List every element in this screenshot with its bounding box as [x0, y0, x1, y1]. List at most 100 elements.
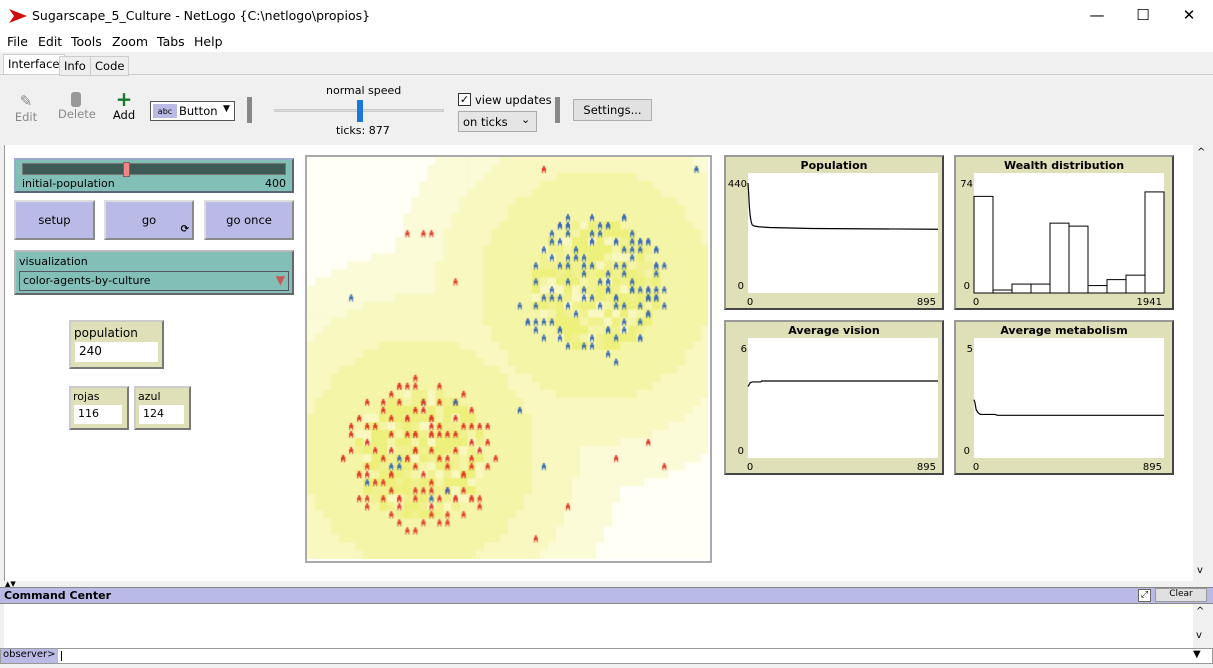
y-tick-min: 0	[738, 281, 744, 292]
command-output: ^ v	[4, 604, 1204, 648]
monitor-value: 116	[74, 405, 122, 424]
view-updates-checkbox[interactable]: ✓	[458, 93, 471, 106]
histogram-bar	[973, 195, 994, 294]
menu-tools[interactable]: Tools	[71, 34, 102, 49]
settings-button[interactable]: Settings...	[573, 99, 652, 121]
monitor-value: 240	[75, 342, 158, 362]
x-tick-min: 0	[747, 297, 753, 308]
series-line	[973, 399, 1164, 416]
expand-icon[interactable]: ⤢	[1138, 589, 1151, 602]
plot-area	[974, 338, 1164, 458]
observer-prompt[interactable]: observer>	[1, 649, 58, 663]
tab-interface[interactable]: Interface	[3, 54, 65, 74]
command-center-title: Command Center	[4, 589, 112, 602]
scroll-up-icon[interactable]: ^	[1196, 606, 1205, 617]
initial-population-slider[interactable]: initial-population 400	[14, 158, 294, 193]
clear-button[interactable]: Clear	[1155, 588, 1207, 602]
tab-code[interactable]: Code	[90, 56, 130, 76]
close-button[interactable]: ✕	[1182, 6, 1196, 24]
speed-slider-thumb[interactable]	[357, 100, 363, 122]
menu-tabs[interactable]: Tabs	[157, 34, 185, 49]
go-label: go	[141, 213, 157, 227]
menu-zoom[interactable]: Zoom	[112, 34, 149, 49]
widget-type-select[interactable]: abc Button ▼	[150, 101, 235, 121]
add-button[interactable]: + Add	[112, 87, 136, 122]
y-tick-max: 5	[967, 344, 973, 355]
tab-info[interactable]: Info	[59, 56, 91, 76]
go-once-label: go once	[226, 213, 272, 227]
plus-icon: +	[115, 87, 133, 111]
x-tick-max: 1941	[1137, 297, 1162, 308]
population-plot: Population 440 0 0 895	[724, 155, 944, 310]
y-tick-min: 0	[738, 446, 744, 457]
histogram-bar	[1030, 283, 1051, 294]
monitor-value: 124	[139, 405, 184, 424]
minimize-button[interactable]: —	[1089, 6, 1105, 24]
histogram-bar	[1144, 191, 1165, 294]
title-bar: Sugarscape_5_Culture - NetLogo {C:\netlo…	[0, 0, 1213, 32]
command-input[interactable]	[61, 651, 62, 661]
x-tick-max: 895	[917, 462, 936, 473]
go-button[interactable]: go ⟳	[104, 200, 194, 240]
dropdown-arrow-icon: ▼	[223, 104, 230, 114]
slider-label: initial-population	[22, 177, 115, 190]
monitor-label: rojas	[73, 390, 100, 403]
widget-type-value: Button	[179, 104, 218, 118]
monitor-label: azul	[138, 390, 161, 403]
forever-icon: ⟳	[180, 224, 189, 235]
y-tick-min: 0	[964, 446, 970, 457]
maximize-button[interactable]: ☐	[1136, 6, 1150, 24]
plot-area	[748, 173, 938, 293]
visualization-chooser[interactable]: visualization color-agents-by-culture ▼	[14, 250, 294, 295]
scroll-up-icon[interactable]: ^	[1197, 147, 1206, 158]
histogram-bar	[1068, 225, 1089, 294]
splitter-arrows-icon[interactable]: ▲▼	[5, 580, 16, 588]
setup-label: setup	[38, 213, 71, 227]
toolbar-separator	[555, 97, 560, 123]
x-tick-max: 895	[1143, 462, 1162, 473]
series-line	[747, 182, 939, 230]
world-view[interactable]	[305, 155, 712, 563]
window-title: Sugarscape_5_Culture - NetLogo {C:\netlo…	[32, 8, 371, 23]
edit-label: Edit	[14, 110, 38, 124]
dropdown-triangle-icon: ▼	[275, 273, 285, 287]
trash-icon	[71, 92, 81, 107]
toolbar-separator	[247, 97, 252, 123]
chooser-label: visualization	[19, 255, 88, 268]
slider-track[interactable]	[22, 162, 286, 177]
scroll-down-icon[interactable]: v	[1196, 630, 1202, 641]
chooser-value: color-agents-by-culture	[23, 274, 151, 287]
vertical-scrollbar[interactable]: ^ v	[1193, 145, 1210, 581]
rojas-monitor: rojas 116	[69, 386, 129, 430]
x-tick-min: 0	[973, 297, 979, 308]
history-dropdown-icon[interactable]: ▼	[1193, 649, 1201, 660]
tab-bar: Interface Info Code	[0, 53, 1213, 76]
population-monitor: population 240	[69, 320, 164, 369]
slider-thumb[interactable]	[123, 162, 130, 177]
edit-button[interactable]: ✎ Edit	[12, 92, 40, 124]
plot-title: Population	[801, 159, 868, 172]
update-mode-select[interactable]: on ticks ⌄	[458, 111, 537, 132]
go-once-button[interactable]: go once	[204, 200, 294, 240]
chevron-down-icon: ⌄	[521, 113, 531, 126]
netlogo-logo-icon	[9, 9, 27, 23]
histogram-bar	[1087, 285, 1108, 294]
add-label: Add	[112, 108, 136, 122]
delete-button[interactable]: Delete	[58, 92, 96, 121]
menu-file[interactable]: File	[7, 34, 28, 49]
menu-edit[interactable]: Edit	[38, 34, 63, 49]
speed-slider[interactable]	[274, 100, 444, 122]
speed-label: normal speed	[326, 84, 402, 97]
menu-bar: File Edit Tools Zoom Tabs Help	[0, 32, 1213, 52]
menu-help[interactable]: Help	[194, 34, 223, 49]
scroll-down-icon[interactable]: v	[1197, 565, 1203, 576]
button-widget-icon: abc	[153, 104, 177, 118]
chooser-select[interactable]: color-agents-by-culture ▼	[19, 271, 289, 291]
delete-label: Delete	[58, 107, 96, 121]
world-canvas[interactable]	[307, 157, 708, 559]
y-tick-max: 6	[741, 344, 747, 355]
x-tick-min: 0	[747, 462, 753, 473]
plot-title: Average vision	[788, 324, 879, 337]
setup-button[interactable]: setup	[14, 200, 95, 240]
histogram-bar	[1125, 274, 1146, 294]
